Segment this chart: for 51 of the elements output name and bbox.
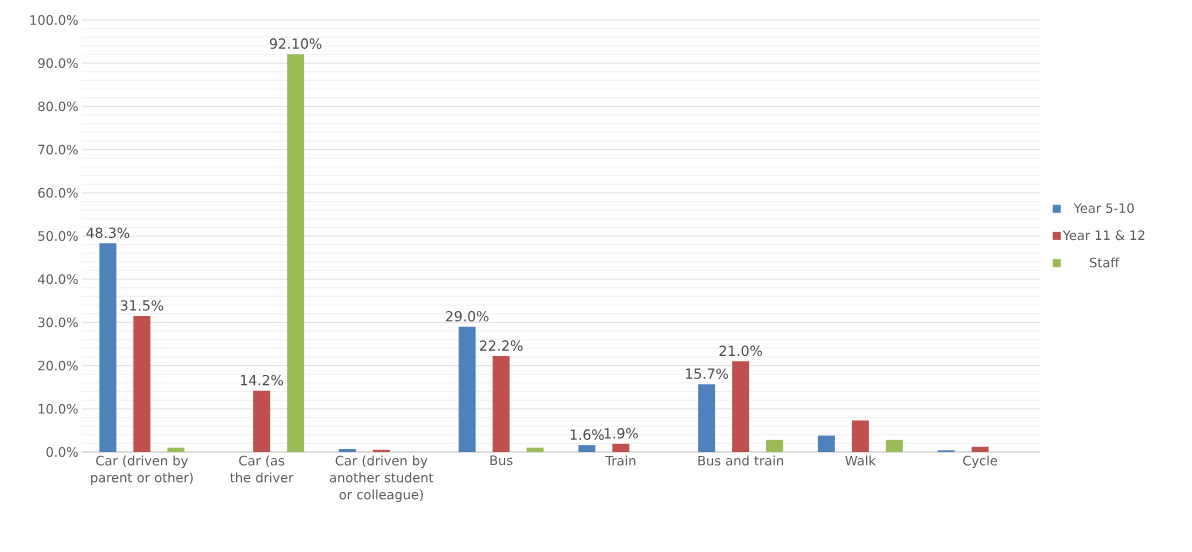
x-tick-label: Train: [605, 455, 636, 466]
data-label: 22.2%: [479, 340, 523, 351]
bar: [99, 243, 117, 452]
legend-label: Year 11 & 12: [1062, 230, 1145, 241]
y-tick-label: 70.0%: [38, 144, 78, 155]
y-tick-label: 90.0%: [38, 58, 78, 69]
bar: [612, 443, 630, 452]
y-tick-label: 20.0%: [38, 360, 78, 371]
x-tick-label: Bus: [490, 455, 513, 466]
data-label: 92.10%: [269, 38, 322, 49]
y-tick-label: 10.0%: [38, 403, 78, 414]
legend-label: Staff: [1089, 257, 1120, 268]
bar: [885, 439, 903, 452]
x-tick-label: Car (driven by parent or other): [91, 455, 193, 485]
bar: [766, 439, 784, 452]
bar: [851, 420, 869, 452]
bar: [458, 326, 476, 452]
bar: [253, 390, 271, 452]
y-tick-label: 100.0%: [30, 15, 78, 25]
bar: [167, 447, 185, 452]
y-tick-label: 50.0%: [38, 231, 78, 241]
data-label: 48.3%: [86, 227, 130, 239]
data-label: 31.5%: [120, 300, 164, 311]
bar: [526, 447, 544, 452]
bar: [492, 356, 510, 452]
data-label: 1.9%: [604, 428, 638, 439]
x-tick-label: Car (driven by another student or colleague): [329, 455, 434, 502]
data-label: 15.7%: [686, 368, 728, 379]
data-label: 1.6%: [570, 429, 604, 440]
bar: [817, 435, 835, 452]
y-tick-label: 0.0%: [46, 447, 78, 457]
bar: [133, 315, 151, 452]
bar: [732, 361, 750, 452]
bar: [971, 446, 989, 452]
y-tick-label: 60.0%: [38, 187, 78, 198]
data-label: 29.0%: [445, 310, 489, 322]
bar: [698, 384, 716, 452]
data-label: 21.0%: [719, 345, 762, 357]
y-tick-label: 80.0%: [38, 101, 78, 112]
bar: [578, 445, 596, 452]
bar: [372, 449, 390, 452]
x-tick-label: Cycle: [963, 455, 998, 469]
x-tick-label: Bus and train: [698, 455, 784, 466]
x-tick-label: Car (as the driver: [230, 455, 294, 483]
y-tick-label: 40.0%: [37, 274, 78, 285]
y-tick-label: 30.0%: [38, 317, 78, 328]
legend-label: Year 5-10: [1073, 203, 1134, 214]
bar: [338, 448, 356, 452]
data-label: 14.2%: [241, 374, 283, 386]
bar: [287, 54, 305, 452]
x-tick-label: Walk: [845, 455, 876, 466]
